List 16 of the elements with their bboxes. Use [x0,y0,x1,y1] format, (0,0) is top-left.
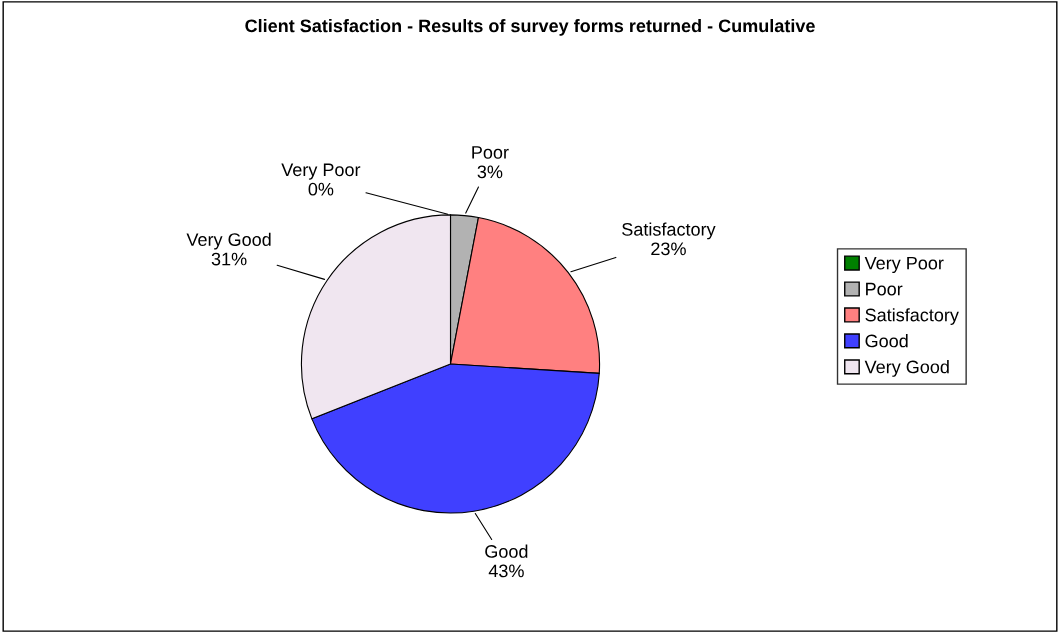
slice-label: Poor [472,146,509,159]
chart-title: Client Satisfaction - Results of survey forms returned - Cumulative [245,18,815,36]
data-label: 3% [477,165,503,179]
legend-label: Very Good [864,360,949,377]
legend-label: Very Poor [864,256,944,274]
slice-label: Very Good [186,232,271,250]
legend-label: Poor [866,282,903,296]
legend-label: Good [865,334,908,348]
data-label: 43% [488,564,524,578]
legend-label: Satisfactory [865,308,959,325]
slice-label: Good [485,544,528,558]
category-label: Very Poor [281,163,361,180]
data-label: 23% [651,242,686,256]
text: 0% [308,182,334,196]
data-label: 31% [211,252,247,266]
slice-label: Satisfactory [622,222,716,240]
